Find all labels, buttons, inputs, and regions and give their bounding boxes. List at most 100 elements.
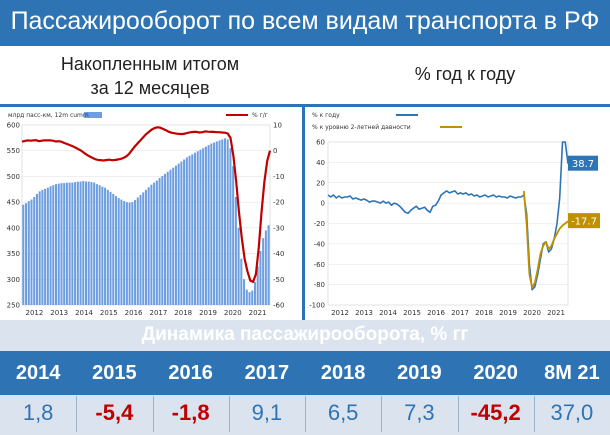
x-tick-label: 2020 — [224, 309, 242, 317]
left-chart-subtitle: Накопленным итогом за 12 месяцев — [20, 52, 280, 100]
bar — [153, 182, 156, 305]
bar — [161, 175, 164, 305]
end-label-gold-box — [568, 213, 600, 229]
bar — [41, 189, 44, 305]
bar — [180, 161, 183, 305]
bar — [164, 173, 167, 305]
year-label: 2018 — [320, 362, 366, 384]
bar — [223, 138, 226, 305]
y-tick-label-right: -30 — [273, 224, 284, 232]
x-tick-label: 2017 — [451, 309, 469, 317]
y-tick-label-right: -50 — [273, 276, 284, 284]
y-tick-label-left: 500 — [7, 173, 20, 181]
growth-value: 37,0 — [550, 400, 594, 425]
y-tick-label: -40 — [314, 240, 325, 248]
y-tick-label-left: 250 — [7, 302, 20, 310]
column-separator — [76, 396, 78, 432]
growth-value: -1,8 — [171, 400, 210, 425]
y-tick-label: 20 — [316, 179, 325, 187]
bar — [60, 183, 63, 305]
yoy-line — [21, 126, 272, 283]
bar — [251, 290, 254, 305]
right-chart-subtitle: % год к году — [414, 64, 516, 84]
years-band — [0, 351, 610, 395]
bar — [191, 154, 194, 305]
bar — [232, 166, 235, 305]
y-tick-label: -60 — [314, 261, 325, 269]
bar — [150, 184, 153, 305]
end-label-gold: -17.7 — [568, 213, 600, 229]
legend-line-label: % г/г — [252, 112, 268, 119]
bar — [253, 281, 256, 305]
bar — [120, 199, 123, 305]
bar — [49, 186, 52, 305]
bar — [93, 182, 96, 305]
bar — [27, 201, 30, 305]
bar — [237, 227, 240, 305]
year-label: 2015 — [92, 362, 137, 384]
bar — [123, 201, 126, 305]
title-banner: Пассажирооборот по всем видам транспорта… — [0, 0, 610, 46]
bar — [234, 197, 237, 305]
y-tick-label: 60 — [316, 139, 325, 147]
bar — [76, 181, 79, 305]
legend-gold-label: % к уровню 2-летней давности — [312, 124, 411, 131]
bar — [104, 187, 107, 305]
column-separator — [228, 396, 230, 432]
bar — [63, 183, 66, 305]
bar — [139, 194, 142, 305]
year-label: 2014 — [15, 362, 61, 384]
bar — [131, 202, 134, 305]
y-tick-label-left: 400 — [7, 224, 20, 232]
bar — [229, 148, 232, 305]
column-separator — [533, 396, 535, 432]
bar — [68, 182, 71, 305]
bar — [185, 157, 188, 305]
bar — [158, 177, 161, 305]
x-tick-label: 2019 — [499, 309, 517, 317]
x-tick-label: 2018 — [475, 309, 493, 317]
horizontal-divider — [0, 104, 610, 107]
bar — [193, 152, 197, 305]
bar — [65, 182, 68, 305]
x-tick-label: 2012 — [25, 309, 43, 317]
bar — [210, 143, 213, 305]
x-tick-label: 2016 — [125, 309, 143, 317]
bar — [196, 151, 199, 305]
growth-value: 1,8 — [22, 400, 54, 425]
bar — [169, 169, 172, 305]
y-tick-label-right: -40 — [273, 250, 284, 258]
bar — [87, 181, 90, 305]
bar — [174, 165, 177, 305]
growth-value: 9,1 — [251, 400, 283, 425]
bar — [52, 185, 55, 305]
y-tick-label-right: -20 — [273, 199, 284, 207]
x-tick-label: 2017 — [149, 309, 167, 317]
dynamics-title: Динамика пассажирооборота, % гг — [141, 324, 469, 345]
growth-value: -45,2 — [470, 400, 521, 425]
bar — [57, 183, 60, 305]
column-separator — [152, 396, 154, 432]
end-label-blue-box — [568, 155, 598, 171]
vertical-divider — [302, 104, 305, 320]
x-tick-label: 2019 — [199, 309, 217, 317]
bar — [38, 191, 41, 305]
year-label: 2019 — [397, 362, 442, 384]
y-tick-label-left: 300 — [7, 276, 20, 284]
bar — [147, 187, 150, 305]
x-tick-label: 2021 — [249, 309, 267, 317]
legend-bar-label: млрд пасс-км, 12m cumm — [8, 112, 89, 119]
bar — [177, 163, 180, 305]
y-tick-label: -100 — [309, 302, 325, 310]
y-tick-label-right: -60 — [273, 302, 284, 310]
two-year-line — [523, 190, 569, 289]
yoy-change-chart: 60 40 20 0 -20 -40 -60 -80 -100 2012 2013 2014 2015 2… — [306, 107, 608, 320]
bar — [98, 185, 101, 305]
bar — [166, 171, 169, 305]
bar — [226, 139, 229, 305]
bar — [25, 203, 28, 305]
x-tick-label: 2012 — [331, 309, 349, 317]
end-label-blue-text: 38.7 — [572, 159, 594, 170]
x-tick-label: 2021 — [547, 309, 565, 317]
bar — [114, 195, 117, 305]
